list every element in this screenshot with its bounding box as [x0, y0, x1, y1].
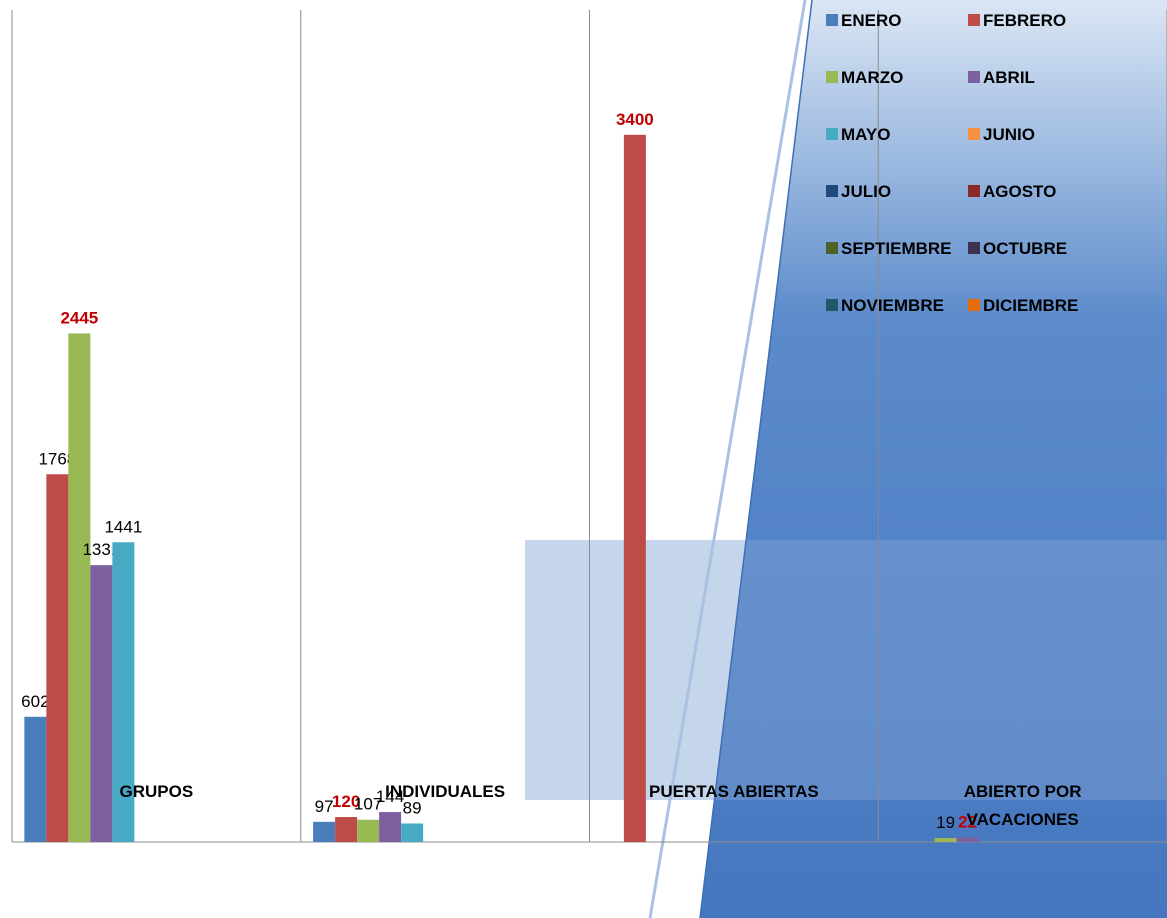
bar — [401, 823, 424, 842]
legend-label: MARZO — [841, 68, 903, 87]
legend-label: FEBRERO — [983, 11, 1066, 30]
decor-line — [648, 0, 807, 918]
legend-swatch — [826, 185, 838, 197]
x-tick-label: PUERTAS ABIERTAS — [649, 782, 819, 801]
bar — [357, 819, 380, 842]
value-label: 1441 — [104, 517, 142, 536]
legend-swatch — [826, 128, 838, 140]
value-label: 1768 — [38, 449, 76, 468]
background-panel — [700, 0, 1167, 918]
bar — [313, 821, 336, 842]
x-tick-label: GRUPOS — [119, 782, 194, 801]
bar — [623, 134, 646, 843]
value-label: 3400 — [616, 110, 654, 129]
legend-swatch — [968, 128, 980, 140]
background-building — [525, 540, 1167, 800]
value-label: 97 — [315, 797, 334, 816]
legend-swatch — [968, 299, 980, 311]
legend-label: MAYO — [841, 125, 890, 144]
bar — [335, 817, 358, 842]
legend-label: ENERO — [841, 11, 901, 30]
legend-label: ABRIL — [983, 68, 1035, 87]
legend-swatch — [968, 14, 980, 26]
value-label: 2445 — [60, 308, 98, 327]
legend-label: AGOSTO — [983, 182, 1056, 201]
value-label: 22 — [958, 812, 977, 831]
value-label: 602 — [21, 692, 49, 711]
x-tick-label: INDIVIDUALES — [385, 782, 506, 801]
bar — [90, 565, 113, 842]
legend-label: NOVIEMBRE — [841, 296, 944, 315]
legend-swatch — [826, 242, 838, 254]
decor-line — [699, 0, 813, 918]
legend-swatch — [968, 185, 980, 197]
legend-label: OCTUBRE — [983, 239, 1067, 258]
value-label: 107 — [354, 795, 382, 814]
bar — [112, 542, 135, 842]
legend-swatch — [968, 71, 980, 83]
x-tick-label: ABIERTO POR VACACIONES — [963, 782, 1082, 829]
legend-label: DICIEMBRE — [983, 296, 1078, 315]
bar — [68, 333, 91, 842]
legend-label: JUNIO — [983, 125, 1035, 144]
value-label: 19 — [936, 813, 955, 832]
legend-label: SEPTIEMBRE — [841, 239, 952, 258]
legend-swatch — [826, 71, 838, 83]
bar — [934, 838, 957, 842]
legend-label: JULIO — [841, 182, 891, 201]
value-label: 120 — [332, 792, 360, 811]
legend-swatch — [968, 242, 980, 254]
bar — [379, 812, 402, 842]
value-label: 144 — [376, 787, 404, 806]
bar — [956, 837, 979, 842]
legend-swatch — [826, 14, 838, 26]
bar — [46, 474, 69, 842]
value-label: 89 — [403, 798, 422, 817]
legend-swatch — [826, 299, 838, 311]
bar — [24, 716, 47, 842]
value-label: 1331 — [82, 540, 120, 559]
